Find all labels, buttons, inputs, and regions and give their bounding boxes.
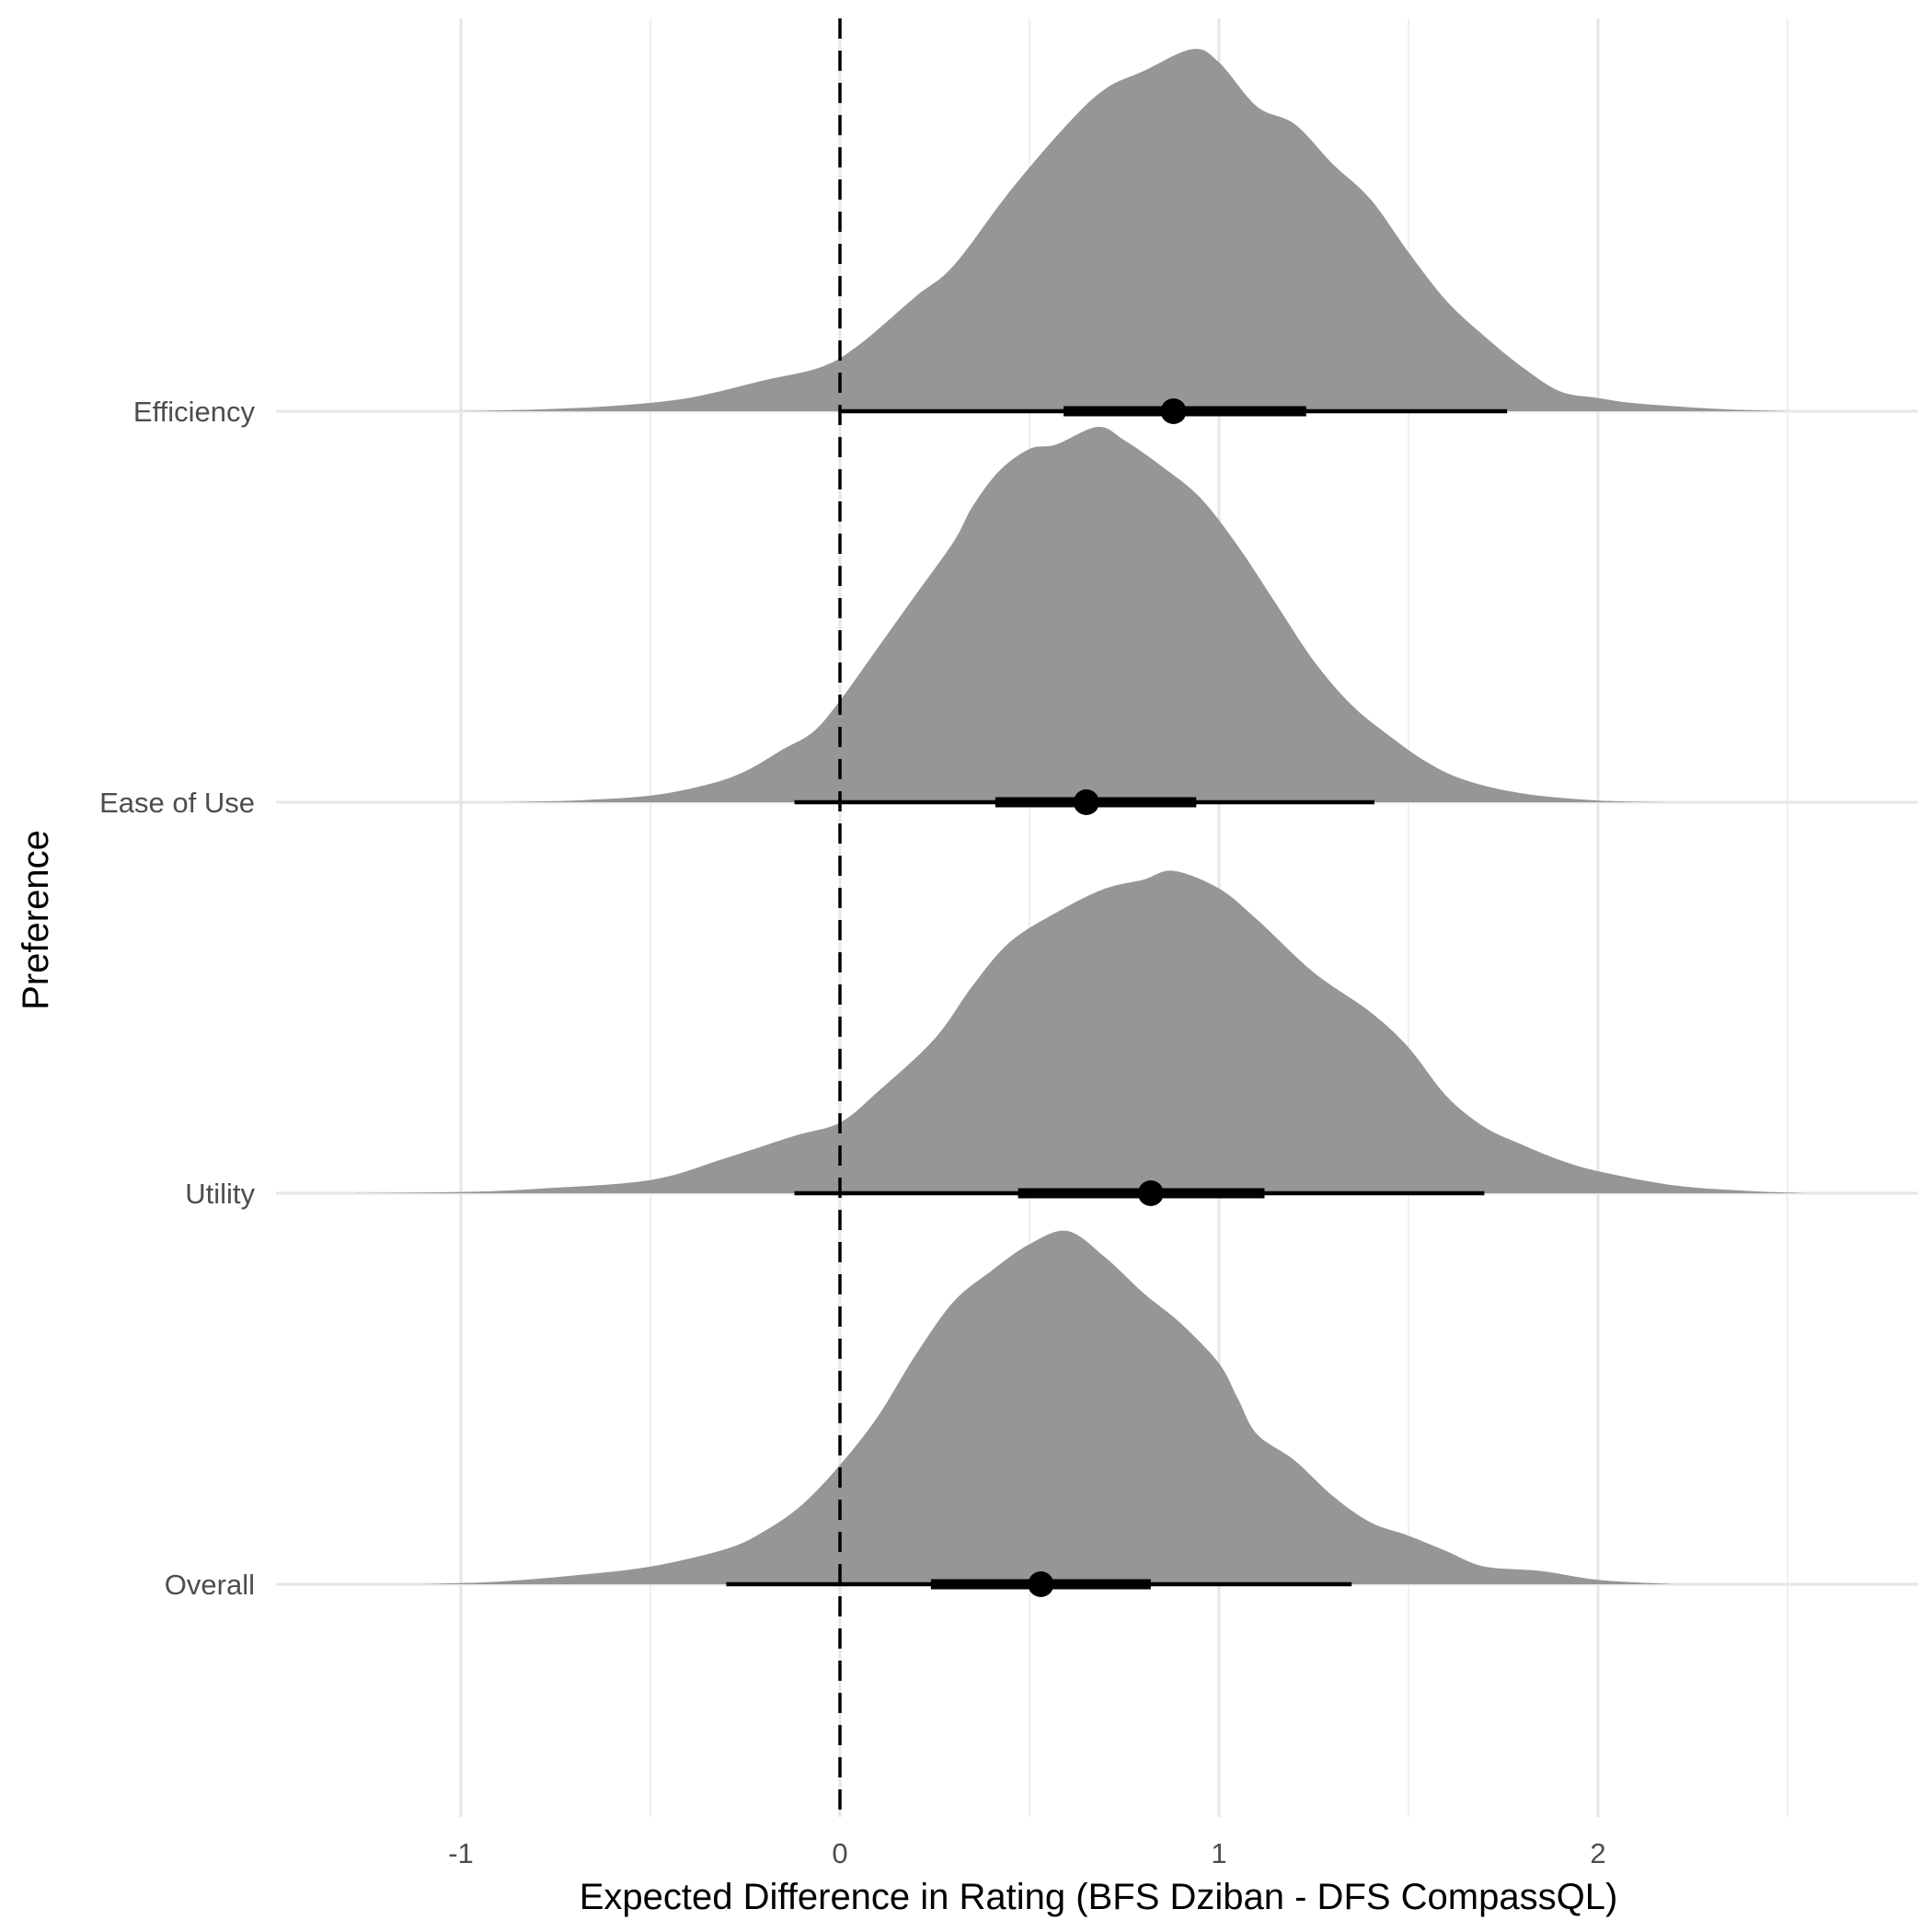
y-axis-title: Preference [16, 830, 56, 1010]
density-overall [422, 1230, 1674, 1584]
y-tick-label-ease-of-use: Ease of Use [99, 787, 255, 819]
tick-label-layer: Efficiency Ease of Use Utility Overall -1 0 1 2 [99, 396, 1606, 1869]
density-efficiency [461, 49, 1788, 412]
y-tick-label-efficiency: Efficiency [133, 396, 256, 428]
x-tick-label: -1 [448, 1837, 474, 1869]
point-utility [1137, 1180, 1164, 1206]
density-utility [347, 870, 1807, 1193]
point-overall [1028, 1571, 1054, 1597]
x-tick-label: 1 [1211, 1837, 1226, 1869]
point-ease-of-use [1073, 789, 1099, 815]
point-efficiency [1160, 398, 1187, 424]
x-axis-title: Expected Difference in Rating (BFS Dziba… [580, 1877, 1618, 1917]
x-tick-label: 2 [1590, 1837, 1605, 1869]
density-layer [347, 49, 1807, 1584]
y-tick-label-overall: Overall [165, 1569, 255, 1601]
x-tick-label: 0 [832, 1837, 847, 1869]
interval-layer [726, 398, 1508, 1597]
y-tick-label-utility: Utility [185, 1178, 255, 1210]
density-ease-of-use [499, 426, 1674, 802]
